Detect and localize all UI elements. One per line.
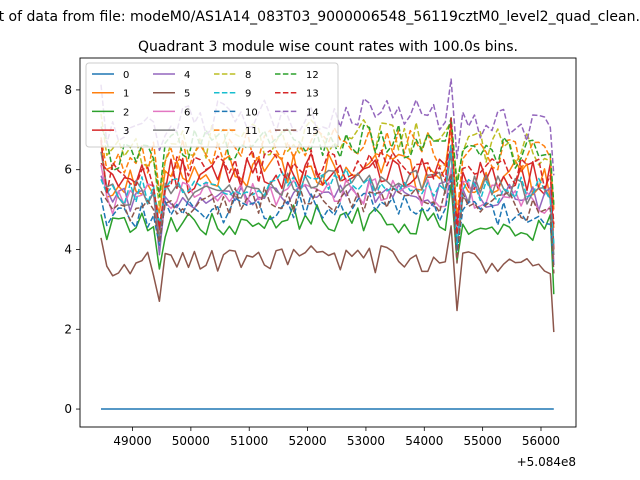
legend-label-8: 8 (245, 70, 251, 81)
x-offset-label: +5.084e8 (517, 455, 576, 469)
legend-label-3: 3 (123, 126, 129, 137)
series-line-9 (100, 143, 555, 247)
series-line-13 (100, 117, 555, 236)
legend-label-5: 5 (184, 89, 190, 100)
y-tick-label: 2 (64, 322, 72, 336)
y-tick-label: 8 (64, 83, 72, 97)
series-line-10 (100, 176, 555, 268)
x-axis: 49000 50000 51000 52000 53000 54000 55000 56000 (113, 427, 560, 448)
series-line-2 (100, 183, 555, 295)
x-tick-label: 49000 (113, 434, 151, 448)
axes-frame (79, 57, 577, 428)
y-tick-label: 0 (64, 402, 72, 416)
series-line-5 (100, 225, 555, 333)
x-tick-label: 52000 (288, 434, 326, 448)
legend-label-9: 9 (245, 89, 251, 100)
x-tick-label: 54000 (405, 434, 443, 448)
series-line-3 (100, 147, 555, 250)
x-tick-label: 50000 (172, 434, 210, 448)
figure-suptitle: Plot of data from file: modeM0/AS1A14_08… (0, 9, 640, 25)
legend-label-15: 15 (306, 126, 319, 137)
legend-label-0: 0 (123, 70, 129, 81)
x-tick-label: 53000 (347, 434, 385, 448)
legend-label-2: 2 (123, 107, 129, 118)
legend-label-13: 13 (306, 89, 319, 100)
series-line-15 (100, 172, 555, 274)
x-tick-label: 55000 (464, 434, 502, 448)
series-line-6 (100, 164, 555, 264)
series-line-4 (100, 147, 555, 266)
legend-label-7: 7 (184, 126, 190, 137)
legend-label-4: 4 (184, 70, 190, 81)
legend-label-11: 11 (245, 126, 258, 137)
y-tick-label: 4 (64, 242, 72, 256)
legend-label-12: 12 (306, 70, 319, 81)
legend-label-14: 14 (306, 107, 319, 118)
legend-label-6: 6 (184, 107, 190, 118)
legend-label-10: 10 (245, 107, 258, 118)
x-tick-label: 56000 (522, 434, 560, 448)
x-tick-label: 51000 (230, 434, 268, 448)
legend-label-1: 1 (123, 89, 129, 100)
y-axis: 0 2 4 6 8 (64, 83, 80, 416)
series-line-7 (100, 151, 555, 256)
legend-box (85, 62, 339, 148)
chart-title: Quadrant 3 module wise count rates with … (138, 39, 518, 55)
y-tick-label: 6 (64, 163, 72, 177)
